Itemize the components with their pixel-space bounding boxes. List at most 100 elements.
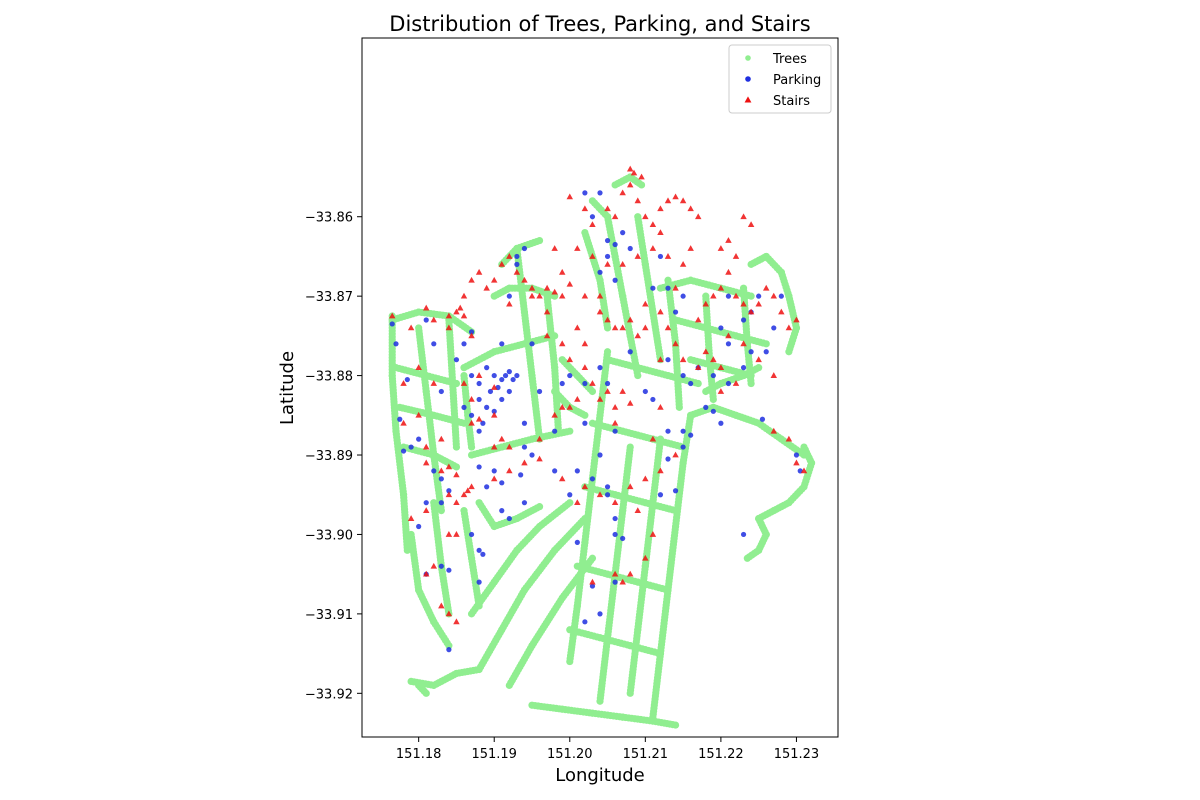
parking-point [657, 492, 664, 498]
stairs-point [528, 284, 536, 291]
stairs-point [611, 403, 619, 410]
y-axis-label: Latitude [277, 351, 298, 425]
stairs-point [642, 475, 649, 482]
stairs-point [649, 531, 657, 537]
stairs-point [747, 221, 755, 228]
parking-point [514, 372, 520, 379]
parking-point [688, 432, 694, 438]
stairs-point [672, 284, 679, 291]
parking-point [597, 269, 603, 275]
parking-point [552, 428, 558, 434]
stairs-point [611, 419, 619, 426]
parking-point [484, 365, 490, 371]
stairs-point [687, 245, 694, 251]
parking-point [476, 579, 482, 585]
stairs-point [566, 403, 574, 410]
stairs-point [536, 292, 543, 299]
stairs-point [506, 300, 513, 307]
parking-point [582, 380, 588, 387]
parking-point [725, 341, 732, 347]
stairs-point [430, 316, 438, 323]
stairs-point [657, 403, 664, 410]
x-tick-label: 151.19 [471, 747, 517, 762]
parking-point [499, 396, 505, 403]
stairs-point [407, 515, 415, 521]
stairs-point [596, 491, 604, 498]
tree-point [694, 379, 702, 388]
stairs-point [747, 308, 755, 315]
parking-point [740, 531, 747, 538]
parking-point [499, 341, 505, 347]
tree-point [743, 554, 751, 562]
stairs-point [626, 181, 634, 188]
parking-point [552, 468, 558, 474]
parking-point [446, 488, 452, 494]
stairs-point [785, 324, 793, 331]
parking-point [604, 380, 611, 387]
parking-point [604, 237, 611, 244]
stairs-point [475, 415, 483, 422]
tree-point [403, 546, 411, 554]
stairs-point [619, 578, 626, 585]
parking-point [438, 388, 444, 395]
y-tick-label: −33.88 [305, 370, 353, 385]
stairs-point [430, 380, 438, 386]
stairs-point [566, 356, 574, 363]
stairs-point [672, 193, 679, 200]
series-parking [389, 190, 803, 653]
stairs-point [710, 356, 717, 363]
tree-point [588, 387, 597, 396]
tree-point [671, 721, 680, 729]
stairs-point [543, 284, 551, 291]
stairs-point [626, 316, 634, 323]
parking-point [627, 245, 633, 252]
stairs-point [611, 213, 619, 220]
stairs-point [581, 205, 589, 212]
stairs-point [468, 483, 475, 490]
stairs-point [770, 372, 778, 378]
parking-point [680, 372, 686, 379]
stairs-point [415, 411, 422, 418]
parking-point [725, 380, 732, 387]
y-tick-label: −33.91 [305, 608, 353, 623]
parking-point [740, 317, 747, 323]
stairs-point [422, 443, 430, 450]
parking-point [771, 325, 777, 331]
stairs-point [725, 237, 732, 243]
parking-point [423, 317, 429, 323]
parking-point [389, 321, 395, 327]
parking-point [567, 372, 573, 379]
x-tick-label: 151.20 [547, 747, 593, 762]
parking-point [480, 551, 486, 557]
legend: Trees Parking Stairs [728, 44, 832, 114]
stairs-point [574, 245, 581, 251]
parking-point [487, 388, 494, 395]
plot-frame [361, 37, 839, 738]
parking-point [604, 253, 611, 260]
stairs-point [793, 316, 800, 323]
stairs-point [483, 284, 490, 291]
parking-point [665, 285, 671, 291]
stairs-point [506, 443, 513, 450]
stairs-point [762, 284, 770, 291]
stairs-point [536, 435, 543, 442]
tree-point [535, 503, 544, 511]
stairs-point [589, 380, 596, 386]
tree-point [603, 324, 612, 332]
parking-point [589, 214, 596, 220]
stairs-point [770, 292, 778, 299]
parking-point [703, 404, 709, 410]
parking-point [491, 468, 497, 474]
tree-point [452, 443, 461, 451]
stairs-point [702, 300, 710, 307]
stairs-point [619, 260, 626, 267]
parking-point [476, 464, 482, 470]
tree-point [566, 499, 574, 507]
x-tick-label: 151.22 [698, 747, 744, 762]
parking-point [404, 376, 410, 383]
tree-point [671, 507, 680, 515]
parking-point [453, 357, 460, 363]
parking-point [400, 448, 407, 454]
parking-point [416, 436, 422, 442]
stairs-point [551, 288, 558, 295]
